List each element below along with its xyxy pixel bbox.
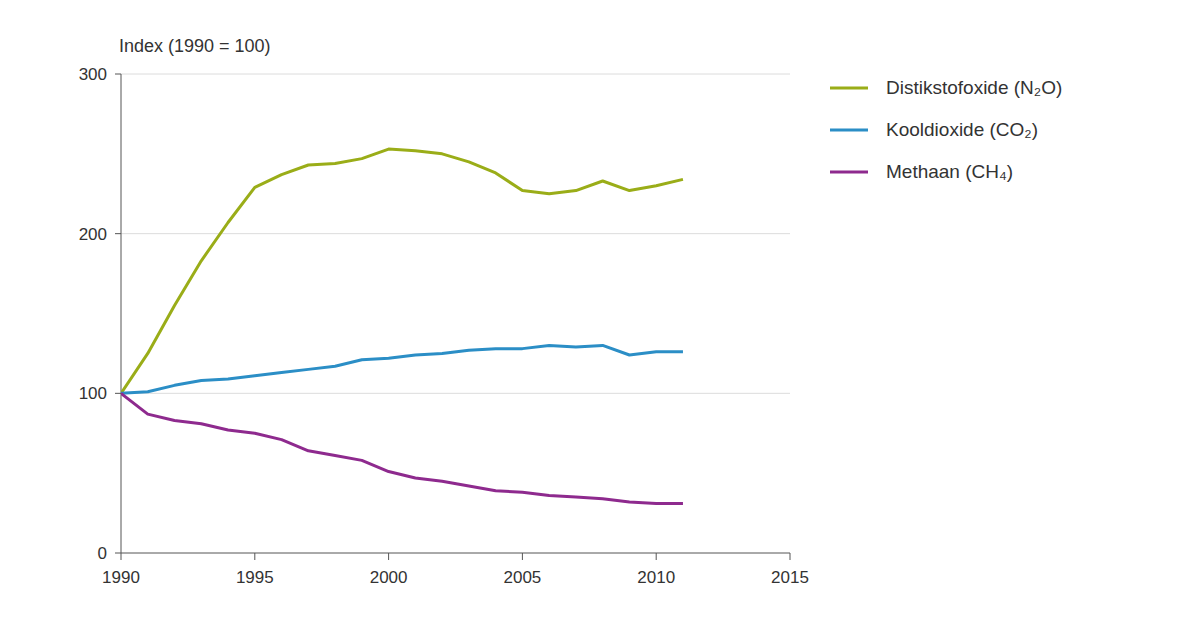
chart: 0 100 200 300 1990 1995 2000 2005 2010 2015 Index … bbox=[0, 0, 1200, 630]
grid-line bbox=[121, 74, 790, 75]
x-tick-label: 1990 bbox=[102, 568, 140, 587]
y-tick-label: 200 bbox=[79, 225, 107, 244]
y-axis-label: Index (1990 = 100) bbox=[119, 36, 271, 56]
y-tick-label: 300 bbox=[79, 65, 107, 84]
x-tick bbox=[522, 553, 523, 560]
x-tick-label: 2010 bbox=[637, 568, 675, 587]
y-tick bbox=[115, 74, 121, 75]
y-tick-label: 100 bbox=[79, 384, 107, 403]
legend-label: Distikstofoxide (N₂O) bbox=[886, 77, 1062, 98]
x-tick bbox=[388, 553, 389, 560]
legend-swatch bbox=[830, 129, 868, 132]
y-tick-label: 0 bbox=[98, 544, 107, 563]
plot-area bbox=[121, 149, 683, 503]
x-tick-label: 2000 bbox=[370, 568, 408, 587]
y-axis bbox=[121, 74, 122, 553]
x-axis bbox=[121, 553, 790, 554]
series-line bbox=[121, 149, 683, 393]
grid-line bbox=[121, 393, 790, 394]
legend-label: Methaan (CH₄) bbox=[886, 161, 1013, 182]
legend-label: Kooldioxide (CO₂) bbox=[886, 119, 1038, 140]
x-tick-label: 2005 bbox=[503, 568, 541, 587]
series-line bbox=[121, 393, 683, 503]
x-tick-label: 1995 bbox=[236, 568, 274, 587]
x-tick bbox=[254, 553, 255, 560]
x-tick-label: 2015 bbox=[771, 568, 809, 587]
series-line bbox=[121, 345, 683, 393]
x-tick bbox=[121, 553, 122, 560]
legend-swatch bbox=[830, 87, 868, 90]
x-tick bbox=[656, 553, 657, 560]
y-tick bbox=[115, 233, 121, 234]
y-tick bbox=[115, 553, 121, 554]
y-tick bbox=[115, 393, 121, 394]
x-tick bbox=[790, 553, 791, 560]
legend-swatch bbox=[830, 171, 868, 174]
